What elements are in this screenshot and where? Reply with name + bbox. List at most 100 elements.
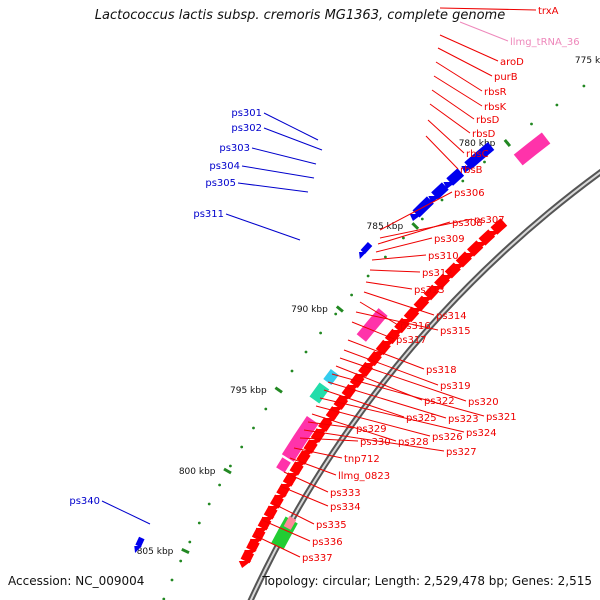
- gene-arrow: [403, 306, 420, 323]
- gene-label: ps316: [400, 321, 431, 332]
- gene-label: rbsD: [476, 115, 500, 126]
- ruler-dot: [264, 407, 268, 411]
- gene-label: llmg_tRNA_36: [510, 37, 580, 48]
- tRNA-block: [323, 368, 339, 385]
- gene-label: rbsB: [460, 165, 483, 176]
- gene-arrow: [276, 483, 291, 498]
- leader-line: [347, 339, 425, 370]
- leader-line: [351, 321, 395, 340]
- ruler-dot: [402, 236, 405, 240]
- leader-line: [435, 61, 483, 92]
- gene-block-pink: [283, 516, 297, 530]
- leader-line: [293, 447, 343, 459]
- ruler-dot: [334, 312, 338, 316]
- leader-line: [307, 421, 355, 429]
- feature-track: [134, 132, 551, 568]
- backbone-track: [247, 168, 600, 600]
- gene-label: purB: [494, 72, 518, 83]
- leader-line: [261, 519, 311, 542]
- gene-arrow: [240, 549, 255, 564]
- gene-arrow-blue-head: [359, 252, 367, 259]
- leader-line: [273, 503, 315, 525]
- leader-line: [279, 485, 329, 507]
- gene-arrow: [384, 328, 401, 345]
- leader-lines: [101, 7, 537, 558]
- rRNA-block: [276, 457, 291, 473]
- gene-label: ps301: [231, 108, 262, 119]
- leader-line: [425, 135, 459, 170]
- ruler-tick: [503, 138, 512, 148]
- gene-arrow-blue: [135, 536, 145, 548]
- gene-arrow: [246, 538, 260, 553]
- ruler-dot: [440, 198, 444, 202]
- gene-label: ps320: [468, 397, 499, 408]
- gene-label: ps324: [466, 428, 497, 439]
- gene-arrow: [375, 339, 391, 356]
- gene-label: ps327: [446, 447, 477, 458]
- gene-arrow: [478, 229, 496, 246]
- ruler-dot: [218, 483, 222, 487]
- ruler-dot: [420, 217, 424, 221]
- gene-arrow: [467, 240, 484, 257]
- leader-line: [237, 182, 309, 193]
- gene-arrow: [366, 350, 382, 367]
- leader-line: [335, 365, 423, 401]
- gene-arrow: [341, 383, 357, 399]
- gene-arrow: [358, 361, 374, 378]
- ruler-tick: [411, 222, 420, 230]
- rRNA-block: [513, 132, 551, 166]
- gene-label: ps304: [209, 161, 240, 172]
- rRNA-block: [356, 308, 388, 342]
- ruler-tick: [181, 547, 190, 555]
- gene-arrow: [289, 461, 304, 476]
- gene-label: ps312: [422, 268, 453, 279]
- leader-line: [363, 291, 435, 316]
- leader-line: [427, 119, 465, 154]
- leader-line: [315, 405, 431, 437]
- gene-label: ps322: [424, 396, 455, 407]
- gene-arrow: [282, 472, 297, 487]
- ruler-tick: [335, 305, 344, 313]
- leader-line: [379, 191, 453, 231]
- gene-arrow-blue: [431, 182, 449, 200]
- leader-line: [255, 535, 301, 558]
- ruler-label: 790 kbp: [291, 305, 328, 315]
- leader-line: [429, 103, 471, 134]
- gene-arrow: [263, 505, 278, 520]
- leader-line: [375, 237, 433, 253]
- rRNA-block: [281, 416, 319, 462]
- leader-line: [369, 269, 421, 273]
- gene-arrow: [257, 516, 272, 531]
- gene-arrow: [325, 406, 341, 421]
- gene-label: ps323: [448, 414, 479, 425]
- gene-label: ps340: [69, 496, 100, 507]
- gene-label: ps311: [193, 209, 224, 220]
- ruler-dot: [582, 84, 586, 88]
- gene-label: ps321: [486, 412, 517, 423]
- leader-line: [303, 429, 445, 452]
- ruler-label: 795 kbp: [230, 386, 267, 396]
- leader-line: [327, 381, 447, 419]
- gene-arrow-blue-head: [461, 166, 474, 173]
- leader-line: [225, 213, 301, 241]
- gene-label: ps308: [452, 218, 483, 229]
- leader-line: [263, 112, 319, 141]
- leader-line: [377, 221, 451, 245]
- gene-label: ps303: [219, 143, 250, 154]
- leader-line: [359, 301, 399, 326]
- ruler-dot: [384, 255, 387, 259]
- gene-arrow: [269, 494, 284, 509]
- gene-label: ps329: [356, 424, 387, 435]
- ruler-label: 780 kbp: [459, 139, 496, 149]
- ruler-dot: [179, 559, 183, 563]
- leader-line: [431, 89, 475, 120]
- gene-block-mint: [309, 382, 330, 404]
- ruler-dot: [188, 540, 192, 544]
- ruler-dot: [304, 350, 308, 354]
- gene-arrow: [444, 262, 461, 279]
- gene-label: ps328: [398, 437, 429, 448]
- leader-line: [251, 147, 317, 165]
- gene-arrow-head: [238, 561, 252, 568]
